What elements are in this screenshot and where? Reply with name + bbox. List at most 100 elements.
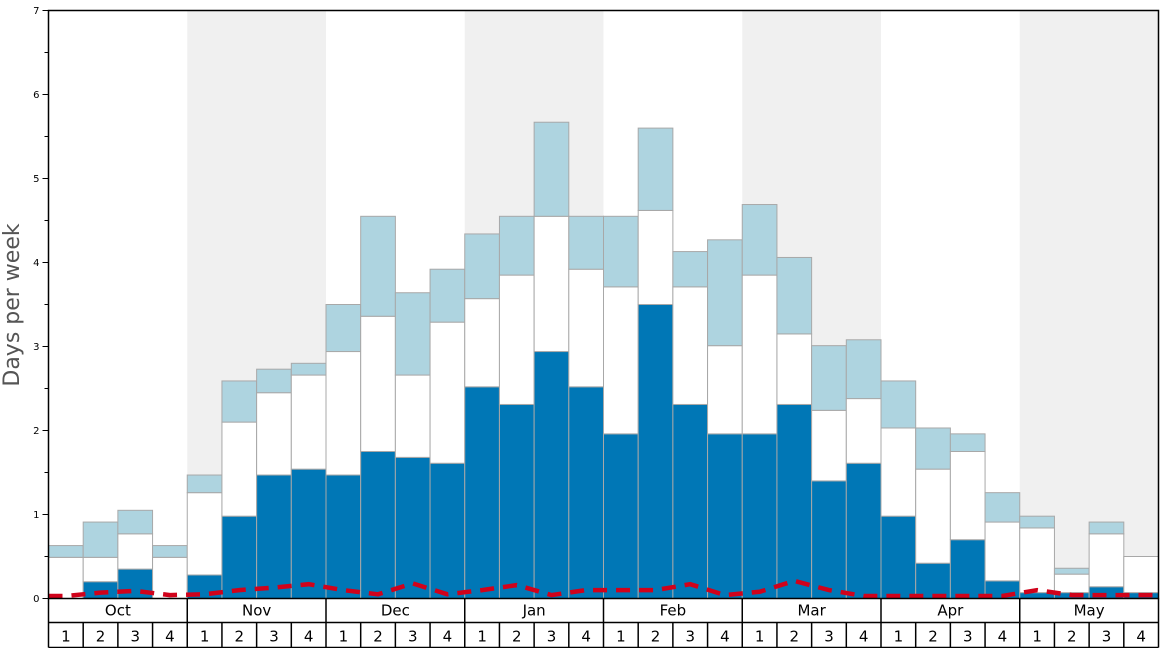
bar-segment-middle bbox=[776, 333, 813, 405]
bar-segment-middle bbox=[48, 556, 84, 600]
bar-segment-middle bbox=[360, 315, 396, 453]
bar-segment-light bbox=[325, 304, 362, 353]
week-label: 1 bbox=[1032, 628, 1042, 646]
month-label-nov: Nov bbox=[242, 602, 271, 620]
bar-segment-light bbox=[915, 427, 951, 470]
bar-segment-dark bbox=[845, 462, 882, 600]
bar-segment-middle bbox=[256, 392, 292, 476]
week-label: 4 bbox=[859, 628, 869, 646]
bar-segment-light bbox=[1019, 515, 1055, 529]
week-label: 1 bbox=[200, 628, 210, 646]
bar-segment-middle bbox=[464, 298, 500, 388]
bar-segment-light bbox=[290, 362, 327, 376]
bar-segment-middle bbox=[637, 209, 674, 305]
week-label: 4 bbox=[304, 628, 314, 646]
bar-segment-middle bbox=[672, 286, 709, 405]
bar-segment-light bbox=[1053, 567, 1090, 575]
bar-segment-middle bbox=[394, 374, 431, 458]
y-tick-label: 7 bbox=[33, 6, 39, 17]
bar-segment-middle bbox=[741, 274, 778, 435]
bar-segment-light bbox=[48, 545, 84, 558]
bar-segment-middle bbox=[603, 286, 639, 435]
bar-segment-middle bbox=[498, 274, 535, 405]
week-label: 3 bbox=[963, 628, 973, 646]
bar-segment-middle bbox=[221, 421, 258, 517]
bar-segment-light bbox=[360, 215, 396, 317]
bar-segment-dark bbox=[637, 304, 674, 599]
bar-segment-middle bbox=[325, 351, 362, 476]
week-label: 4 bbox=[998, 628, 1008, 646]
bar-segment-dark bbox=[880, 515, 917, 599]
bar-segment-dark bbox=[707, 433, 743, 599]
bar-segment-middle bbox=[1053, 573, 1090, 594]
bar-segment-dark bbox=[949, 539, 986, 600]
bar-segment-middle bbox=[117, 533, 154, 570]
week-label: 4 bbox=[165, 628, 175, 646]
bar-segment-light bbox=[880, 380, 917, 429]
bar-segment-middle bbox=[880, 427, 917, 517]
week-label: 1 bbox=[477, 628, 487, 646]
bar-segment-middle bbox=[707, 345, 743, 435]
month-label-apr: Apr bbox=[937, 602, 964, 620]
week-label: 3 bbox=[547, 628, 557, 646]
bar-segment-middle bbox=[152, 556, 188, 600]
bar-segment-light bbox=[776, 256, 813, 335]
week-label: 1 bbox=[339, 628, 349, 646]
bar-segment-light bbox=[256, 368, 292, 394]
week-label: 2 bbox=[1067, 628, 1077, 646]
bar-segment-dark bbox=[533, 351, 570, 600]
y-tick-label: 5 bbox=[33, 174, 39, 185]
week-label: 1 bbox=[61, 628, 71, 646]
week-label: 3 bbox=[1102, 628, 1112, 646]
week-label: 4 bbox=[581, 628, 591, 646]
bar-segment-dark bbox=[603, 433, 639, 599]
bar-segment-dark bbox=[672, 403, 709, 599]
bar-segment-dark bbox=[429, 462, 466, 600]
bar-segment-light bbox=[949, 433, 986, 452]
bar-segment-dark bbox=[325, 474, 362, 599]
trend-line bbox=[48, 578, 1159, 599]
bar-segment-dark bbox=[915, 562, 951, 599]
bar-segment-dark bbox=[360, 451, 396, 599]
bar-segment-light bbox=[811, 345, 847, 411]
bar-segment-light bbox=[82, 521, 119, 558]
bar-segment-light bbox=[117, 509, 154, 535]
bar-segment-light bbox=[984, 492, 1021, 523]
bar-segment-dark bbox=[811, 480, 847, 599]
week-label: 2 bbox=[790, 628, 800, 646]
bar-segment-middle bbox=[845, 398, 882, 464]
bar-segment-light bbox=[221, 380, 258, 423]
bar-segment-middle bbox=[915, 468, 951, 564]
bar-segment-dark bbox=[464, 386, 500, 599]
y-tick-label: 3 bbox=[33, 342, 39, 353]
week-label: 3 bbox=[824, 628, 834, 646]
bar-segment-dark bbox=[394, 456, 431, 599]
bar-segment-middle bbox=[811, 409, 847, 482]
bar-segment-light bbox=[394, 292, 431, 376]
week-label: 4 bbox=[443, 628, 453, 646]
week-label: 4 bbox=[1136, 628, 1146, 646]
week-label: 4 bbox=[720, 628, 730, 646]
month-band-may bbox=[1019, 10, 1159, 599]
bar-segment-dark bbox=[290, 468, 327, 600]
bar-segment-middle bbox=[949, 451, 986, 541]
bar-segment-middle bbox=[1123, 556, 1159, 594]
bar-segment-light bbox=[568, 215, 604, 270]
y-tick-label: 1 bbox=[33, 510, 39, 521]
month-label-may: May bbox=[1074, 602, 1105, 620]
bar-segment-dark bbox=[741, 433, 778, 599]
bar-segment-dark bbox=[256, 474, 292, 599]
bar-segment-dark bbox=[221, 515, 258, 599]
bar-segment-light bbox=[845, 339, 882, 400]
month-label-oct: Oct bbox=[105, 602, 131, 620]
bar-segment-light bbox=[1088, 521, 1125, 535]
bar-segment-middle bbox=[1088, 533, 1125, 588]
bar-segment-middle bbox=[186, 492, 223, 576]
bar-segment-middle bbox=[984, 521, 1021, 582]
y-tick-label: 4 bbox=[33, 258, 39, 269]
month-label-feb: Feb bbox=[660, 602, 687, 620]
bar-segment-dark bbox=[568, 386, 604, 599]
y-tick-label: 2 bbox=[33, 426, 39, 437]
